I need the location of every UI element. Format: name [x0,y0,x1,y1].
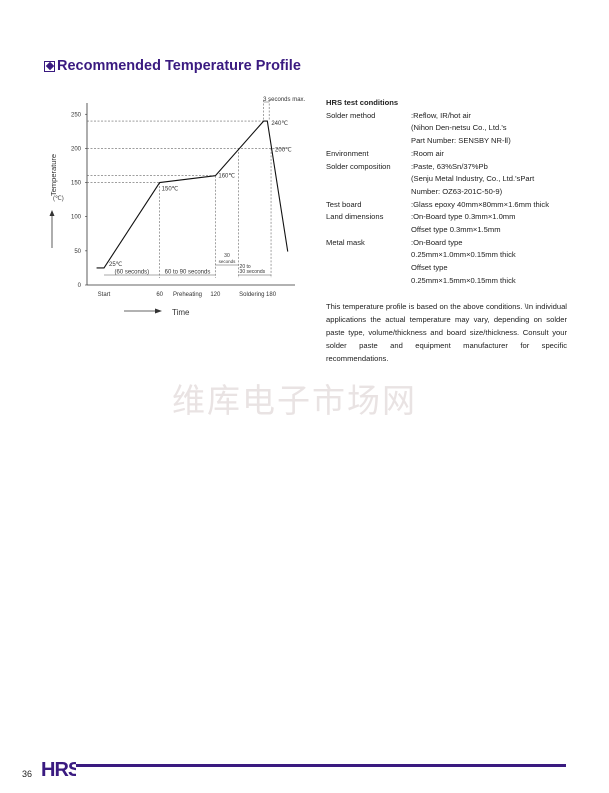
condition-value: 0.25mm×1.0mm×0.15mm thick [411,250,516,260]
point-label: 150℃ [162,187,179,193]
point-label: 160℃ [218,174,235,180]
condition-row: (Senju Metal Industry, Co., Ltd.'sPart [326,173,571,186]
condition-label [326,173,411,186]
condition-label: Solder composition [326,161,391,171]
condition-label [326,122,411,135]
condition-label [326,262,411,275]
condition-label [326,135,411,148]
x-tick-label: 120 [210,292,221,298]
condition-row: Part Number: SENSBY NR-Ⅱ) [326,135,571,148]
y-tick-label: 150 [71,181,82,187]
condition-value: Offset type 0.3mm×1.5mm [411,225,501,235]
footer-rule [76,764,566,767]
condition-value: :Glass epoxy 40mm×80mm×1.6mm thick [411,199,550,209]
phase-label: Soldering [239,292,264,298]
x-axis-label: Time [172,308,190,317]
interval-label: (60 seconds) [114,270,149,276]
conditions-heading: HRS test conditions [326,98,399,107]
condition-row: Metal mask :On-Board type [326,237,571,250]
condition-label: Metal mask [326,237,365,247]
x-arrowhead-icon [155,308,162,314]
profile-note: This temperature profile is based on the… [326,302,567,363]
interval-label: 60 to 90 seconds [165,270,211,276]
condition-value: :Paste, 63%Sn/37%Pb [411,161,488,171]
hrs-logo: HRS [41,759,76,779]
interval-label: 30 seconds [240,269,266,275]
point-label: 240℃ [271,121,288,127]
y-axis-unit: (℃) [53,196,64,202]
condition-row: Number: OZ63-201C-50-9) [326,186,571,199]
page-number: 36 [22,769,33,779]
interval-label: 30 [224,253,230,259]
y-arrowhead-icon [49,210,55,216]
condition-row: 0.25mm×1.0mm×0.15mm thick [326,249,571,262]
condition-row: Offset type 0.3mm×1.5mm [326,224,571,237]
condition-value: (Senju Metal Industry, Co., Ltd.'sPart [411,174,535,184]
condition-value: Number: OZ63-201C-50-9) [411,186,503,196]
condition-value: :Room air [411,148,444,158]
condition-value: :On-Board type 0.3mm×1.0mm [411,212,516,222]
temperature-curve [96,120,289,269]
condition-row: Offset type [326,262,571,275]
condition-label [326,224,411,237]
test-conditions: HRS test conditions Solder method :Reflow… [326,97,571,288]
condition-label [326,275,411,288]
point-label: 200℃ [275,147,292,153]
condition-value: (Nihon Den-netsu Co., Ltd.'s [411,123,507,133]
section-title-text: Recommended Temperature Profile [57,58,301,74]
condition-row: (Nihon Den-netsu Co., Ltd.'s [326,122,571,135]
interval-label: 20 to [240,264,251,270]
condition-row: Solder composition :Paste, 63%Sn/37%Pb [326,161,571,174]
y-tick-label: 250 [71,112,82,118]
y-tick-label: 0 [78,283,82,289]
condition-label [326,249,411,262]
interval-label: 3 seconds max. [263,97,305,103]
condition-label: Environment [326,148,369,158]
x-tick-label: 60 [156,292,163,298]
condition-label [326,186,411,199]
y-tick-label: 200 [71,146,82,152]
point-label: 25℃ [109,262,123,268]
watermark: 维库电子市场网 [172,381,417,420]
condition-row: Solder method :Reflow, IR/hot air [326,110,571,123]
condition-label: Test board [326,199,362,209]
hrs-logo-text: HRS [41,759,76,779]
condition-value: :Reflow, IR/hot air [411,110,471,120]
x-tick-label: 180 [266,292,277,298]
condition-value: Part Number: SENSBY NR-Ⅱ) [411,136,511,146]
condition-label: Solder method [326,110,376,120]
condition-row: Environment :Room air [326,148,571,161]
condition-label: Land dimensions [326,212,384,222]
section-title: Recommended Temperature Profile [44,58,301,74]
interval-label: seconds [219,259,237,264]
x-tick-label: Start [98,292,111,298]
condition-value: Offset type [411,263,448,273]
condition-value: 0.25mm×1.5mm×0.15mm thick [411,275,516,285]
y-tick-label: 100 [71,215,82,221]
condition-row: 0.25mm×1.5mm×0.15mm thick [326,275,571,288]
y-tick-label: 50 [74,249,81,255]
condition-row: Land dimensions :On-Board type 0.3mm×1.0m… [326,211,571,224]
condition-value: :On-Board type [411,237,463,247]
condition-row: Test board :Glass epoxy 40mm×80mm×1.6mm t… [326,199,571,212]
y-axis-label: Temperature [49,154,58,196]
temperature-profile-chart: 0 50 100 150 200 250 Start 60 120 180 Preheating So… [49,97,306,317]
phase-label: Preheating [173,292,202,298]
diamond-bullet-icon [44,60,55,72]
